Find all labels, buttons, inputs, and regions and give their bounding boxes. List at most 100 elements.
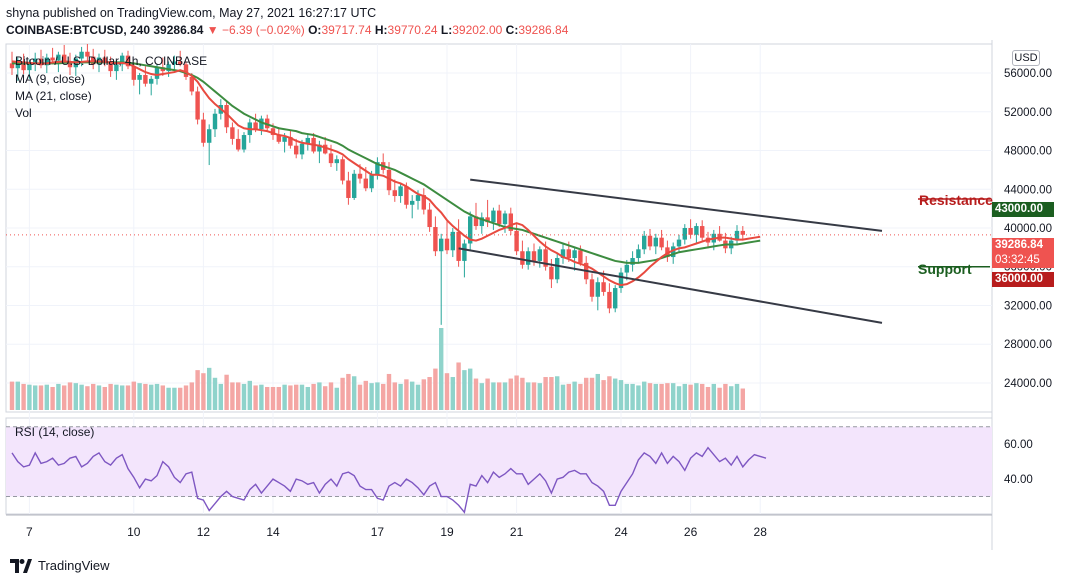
symbol-label[interactable]: COINBASE:BTCUSD, 240 [6, 23, 151, 37]
moving-averages [11, 60, 761, 287]
volume-bar [433, 368, 438, 410]
candle-body [50, 57, 55, 61]
upper-channel-line [470, 178, 883, 232]
volume-bar [630, 383, 635, 410]
rsi-tick-label: 60.00 [1004, 439, 1033, 451]
volume-bar [468, 368, 473, 410]
volume-bar [502, 382, 508, 410]
volume-bar [294, 384, 299, 410]
volume-bar [38, 385, 44, 410]
volume-bar [143, 383, 148, 410]
rsi-line [11, 446, 767, 514]
legend-ma9[interactable]: MA (9, close) [15, 72, 86, 86]
candle-body [67, 61, 73, 68]
candle-body [125, 55, 131, 67]
legend-ma21[interactable]: MA (21, close) [15, 89, 92, 103]
price-tick-label: 28000.00 [1004, 339, 1052, 351]
volume-bar [15, 381, 20, 410]
volume-bar [560, 384, 566, 410]
volume-bar [21, 383, 26, 410]
rsi-pane[interactable]: 60.00 40.00 [6, 426, 1033, 514]
candle-body [468, 216, 473, 244]
volume-bar [601, 380, 606, 410]
volume-bar [195, 370, 200, 410]
volume-bar [479, 383, 484, 410]
candle-body [421, 195, 426, 210]
volume-bar [659, 383, 664, 410]
ma21-line [12, 61, 761, 264]
legend-rsi[interactable]: RSI (14, close) [15, 425, 95, 439]
candle-body [543, 249, 548, 267]
volume-bar [375, 382, 380, 410]
time-tick-label: 14 [266, 525, 280, 539]
volume-bar [288, 385, 293, 410]
volume-bar [224, 374, 229, 410]
volume-bar [369, 383, 374, 410]
candle-body [15, 62, 20, 69]
volume-bar [404, 379, 409, 410]
volume-bar [9, 381, 15, 410]
volume-bar [305, 386, 310, 410]
volume-bar [491, 382, 496, 410]
volume-bar [415, 384, 421, 410]
candle-body [172, 61, 177, 65]
candle-body [33, 58, 38, 64]
candle-body [444, 238, 450, 251]
volume-bar [613, 378, 618, 410]
price-chart[interactable]: 56000.00 52000.00 48000.00 44000.00 40000.00… [0, 40, 1065, 584]
candle-body [653, 237, 658, 247]
candle-body [149, 78, 154, 84]
candle-body [647, 235, 653, 247]
legend-title[interactable]: Bitcoin / U.S. Dollar, 4h, COINBASE [15, 54, 208, 68]
currency-button[interactable]: USD [1012, 50, 1040, 66]
rsi-band [6, 426, 992, 497]
candle-body [334, 159, 339, 164]
volume-bar [537, 383, 542, 410]
candle-body [230, 127, 235, 139]
candle-body [485, 217, 490, 223]
time-tick-label: 12 [197, 525, 211, 539]
volume-bar [682, 383, 687, 410]
high-label: H: [374, 23, 388, 37]
candle-body [560, 249, 566, 259]
candle-body [497, 210, 502, 225]
symbol-info-bar: COINBASE:BTCUSD, 240 39286.84 ▼ −6.39 (−… [6, 23, 568, 37]
volume-bar [299, 384, 305, 410]
candle-body [85, 51, 90, 57]
candle-body [450, 231, 455, 251]
candle-body [694, 226, 699, 235]
last-price: 39286.84 [153, 23, 204, 37]
price-axis[interactable]: 56000.00 52000.00 48000.00 44000.00 40000.00… [1004, 68, 1052, 390]
volume-bar [44, 384, 49, 410]
channel-lines [6, 178, 992, 324]
volume-bar [62, 385, 67, 410]
candle-body [195, 91, 200, 120]
candle-body [404, 186, 409, 205]
volume-bar [212, 377, 218, 410]
down-arrow-icon: ▼ [206, 23, 219, 37]
volume-bar [386, 373, 392, 410]
candle-body [607, 291, 612, 309]
volume-bar [96, 385, 102, 410]
volume-bar [439, 328, 444, 410]
volume-bar [183, 385, 189, 410]
candle-body [299, 143, 305, 155]
legend-vol[interactable]: Vol [15, 106, 32, 120]
low-label: L: [440, 23, 453, 37]
volume-bar [508, 378, 513, 410]
volume-bar [647, 383, 653, 410]
volume-bar [595, 373, 600, 410]
volume-bar [166, 387, 171, 410]
tradingview-brand[interactable]: TradingView [38, 558, 110, 573]
volume-bar [665, 383, 670, 410]
candle-body [514, 230, 519, 252]
volume-bar [311, 383, 316, 410]
candle-body [328, 153, 334, 164]
volume-bar [584, 377, 589, 410]
time-axis[interactable]: 7 10 12 14 17 19 21 24 26 28 [26, 525, 767, 539]
candle-body [410, 200, 415, 205]
volume-bar [357, 384, 363, 410]
volume-bar [589, 377, 595, 410]
volume-bar [102, 386, 107, 410]
open-label: O: [308, 23, 322, 37]
